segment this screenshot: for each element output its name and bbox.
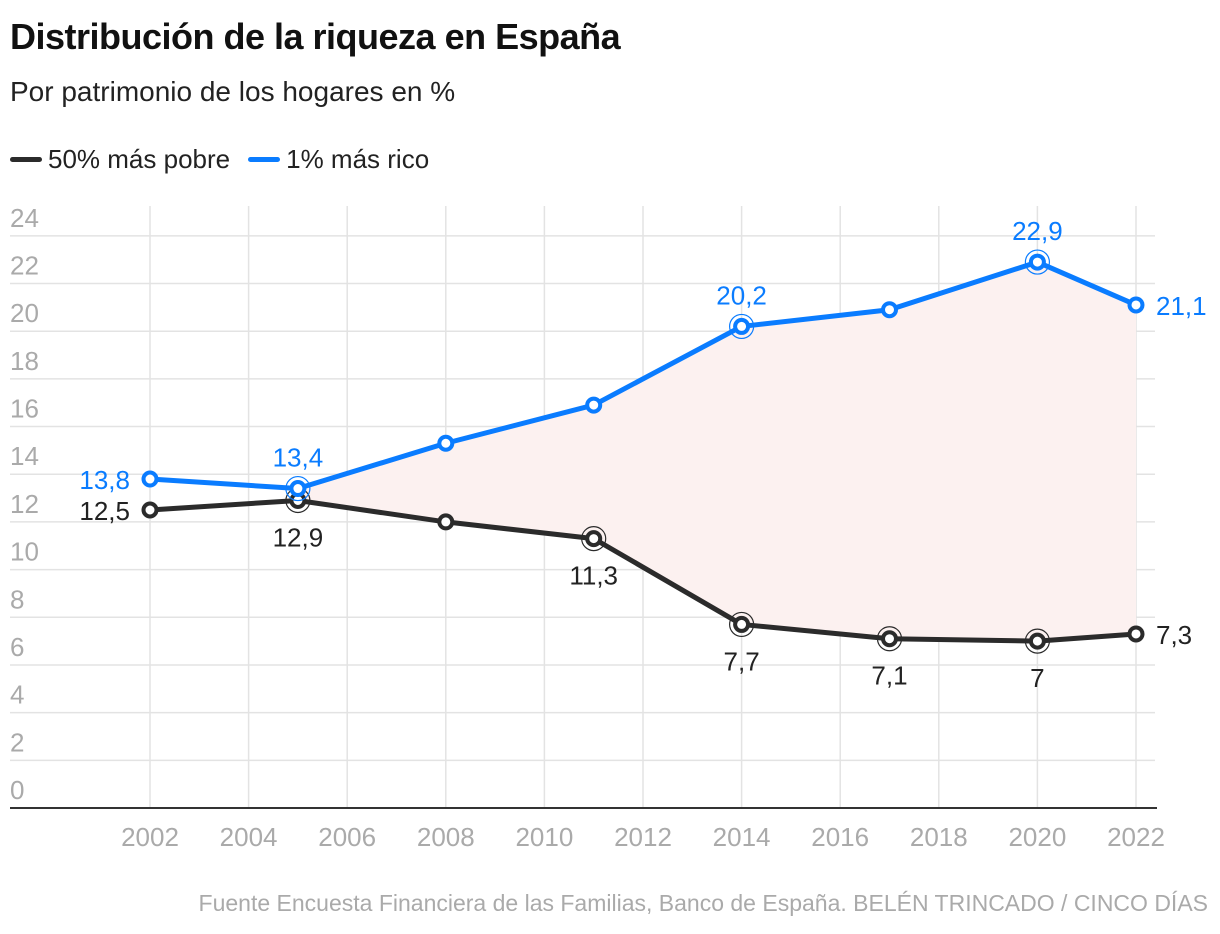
highlight-ring	[728, 313, 755, 340]
y-tick-label: 22	[10, 251, 39, 281]
data-point	[1028, 253, 1046, 271]
data-label: 7,7	[724, 646, 760, 676]
y-tick-label: 8	[10, 584, 24, 614]
x-tick-label: 2014	[713, 822, 771, 852]
x-tick-label: 2016	[811, 822, 869, 852]
x-tick-label: 2004	[220, 822, 278, 852]
data-point	[437, 513, 455, 531]
data-label: 13,4	[273, 443, 324, 473]
data-label: 7,3	[1156, 620, 1192, 650]
data-point	[437, 434, 455, 452]
data-label: 11,3	[569, 561, 618, 591]
data-label: 20,2	[716, 280, 767, 310]
series-line-1	[149, 259, 1137, 492]
highlight-ring	[1024, 249, 1051, 275]
data-label: 21,1	[1156, 291, 1207, 321]
highlight-ring	[1024, 628, 1051, 654]
x-tick-label: 2010	[515, 822, 573, 852]
legend-label-richest: 1% más rico	[286, 144, 430, 174]
data-point	[733, 615, 751, 633]
y-tick-label: 6	[10, 632, 24, 662]
x-tick-label: 2012	[614, 822, 672, 852]
data-point	[881, 301, 898, 319]
chart-title: Distribución de la riqueza en España	[10, 16, 621, 57]
legend-swatch-poorest	[10, 157, 42, 162]
x-tick-label: 2022	[1107, 822, 1165, 852]
data-point	[289, 480, 307, 498]
x-tick-label: 2020	[1008, 822, 1066, 852]
data-point	[733, 317, 751, 335]
legend-item-richest: 1% más rico	[248, 144, 429, 175]
y-tick-label: 2	[10, 727, 24, 757]
x-tick-label: 2008	[417, 822, 475, 852]
data-label: 13,8	[79, 465, 130, 495]
source-note: Fuente Encuesta Financiera de las Famili…	[198, 890, 1208, 916]
y-tick-label: 24	[10, 203, 39, 233]
y-tick-label: 12	[10, 489, 39, 519]
y-tick-label: 14	[10, 441, 39, 471]
legend-label-poorest: 50% más pobre	[48, 144, 231, 174]
y-tick-label: 16	[10, 394, 39, 424]
y-tick-label: 4	[10, 680, 24, 710]
area-between-series	[297, 262, 1136, 642]
x-tick-label: 2018	[910, 822, 968, 852]
legend-swatch-richest	[248, 157, 281, 162]
y-tick-label: 10	[10, 537, 39, 567]
data-point	[141, 470, 159, 488]
data-point	[881, 630, 898, 648]
data-label: 7,1	[871, 661, 907, 691]
data-point	[1127, 625, 1145, 643]
data-point	[585, 530, 603, 548]
y-tick-label: 0	[10, 775, 24, 805]
y-tick-label: 20	[10, 298, 39, 328]
data-label: 12,5	[79, 496, 130, 526]
data-label: 7	[1030, 663, 1044, 693]
highlight-ring	[581, 526, 607, 552]
data-point	[585, 396, 603, 414]
legend-item-poorest: 50% más pobre	[10, 144, 230, 175]
data-point	[1028, 632, 1046, 650]
x-tick-label: 2006	[318, 822, 376, 852]
data-label: 22,9	[1012, 216, 1063, 246]
x-tick-label: 2002	[121, 822, 179, 852]
highlight-ring	[876, 626, 903, 652]
highlight-ring	[285, 475, 311, 502]
y-tick-label: 18	[10, 346, 39, 376]
data-point	[141, 501, 159, 519]
series-line-0	[149, 497, 1137, 644]
highlight-ring	[728, 611, 755, 638]
data-point	[1127, 296, 1145, 314]
legend: 50% más pobre 1% más rico	[10, 144, 429, 175]
data-label: 12,9	[273, 522, 324, 552]
chart-subtitle: Por patrimonio de los hogares en %	[10, 76, 456, 107]
